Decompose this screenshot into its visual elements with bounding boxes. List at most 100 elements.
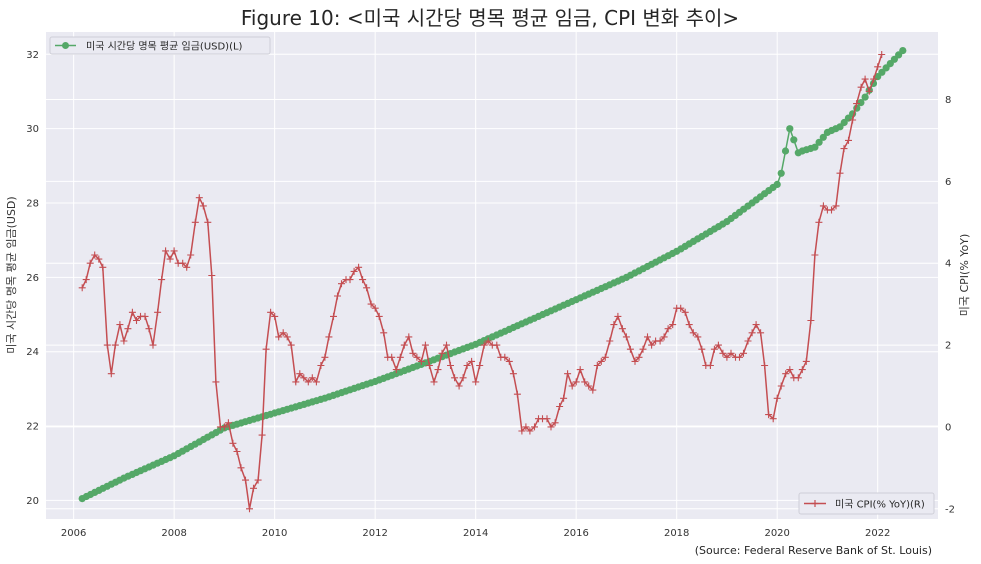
cpi-point (350, 267, 358, 275)
cpi-point (330, 312, 337, 320)
cpi-point (714, 341, 722, 349)
cpi-point (622, 333, 630, 341)
cpi-point (736, 353, 743, 361)
cpi-point (124, 325, 132, 333)
cpi-point (86, 259, 94, 267)
wage-point (811, 143, 819, 151)
left-tick-label: 20 (26, 496, 39, 507)
left-axis-ticks: 20 22 24 26 28 30 32 (26, 50, 39, 507)
cpi-point (166, 255, 174, 263)
wage-point (899, 47, 907, 55)
cpi-point (191, 218, 199, 226)
cpi-point (828, 206, 835, 214)
cpi-point (572, 378, 580, 386)
cpi-point (786, 366, 794, 374)
x-tick-label: 2016 (563, 528, 588, 539)
x-tick-label: 2012 (362, 528, 387, 539)
cpi-point (865, 87, 873, 95)
cpi-point (484, 337, 492, 345)
cpi-point (258, 431, 266, 439)
cpi-point (509, 370, 517, 378)
cpi-point (698, 345, 706, 353)
cpi-point (614, 312, 622, 320)
cpi-point (78, 284, 86, 292)
cpi-point (597, 357, 605, 365)
left-tick-label: 22 (26, 422, 39, 433)
cpi-point (267, 308, 275, 316)
cpi-point (308, 374, 316, 382)
cpi-point (128, 308, 136, 316)
cpi-point (660, 333, 668, 341)
cpi-point (480, 341, 488, 349)
cpi-point (321, 353, 329, 361)
wage-point (790, 136, 798, 144)
left-tick-label: 28 (26, 199, 39, 210)
legend-wage-swatch-marker (62, 42, 69, 49)
cpi-point (367, 300, 375, 308)
cpi-point (694, 333, 702, 341)
cpi-point (518, 427, 526, 435)
cpi-point (639, 345, 647, 353)
cpi-point (836, 169, 844, 177)
cpi-point (375, 312, 383, 320)
cpi-point (585, 382, 593, 390)
cpi-point (103, 341, 111, 349)
cpi-point (451, 374, 459, 382)
cpi-point (807, 317, 815, 324)
cpi-point (857, 83, 865, 91)
cpi-point (551, 419, 559, 427)
cpi-point (346, 276, 354, 284)
cpi-point (95, 255, 103, 263)
cpi-point (505, 357, 513, 365)
cpi-point (644, 333, 651, 341)
cpi-point (275, 333, 283, 341)
chart-source: (Source: Federal Reserve Bank of St. Lou… (695, 544, 932, 557)
cpi-point (296, 370, 304, 378)
cpi-point (581, 378, 589, 386)
cpi-point (840, 145, 848, 153)
cpi-point (430, 378, 438, 386)
right-axis-label: 미국 CPI(% YoY) (958, 234, 971, 317)
cpi-point (547, 423, 555, 431)
right-tick-label: 4 (945, 259, 951, 270)
cpi-point (447, 362, 454, 369)
cpi-point (669, 321, 677, 329)
cpi-point (317, 362, 325, 369)
cpi-point (606, 337, 614, 345)
left-axis-label: 미국 시간당 명목 평균 임금(USD) (5, 196, 18, 353)
cpi-point (752, 321, 760, 329)
cpi-point (874, 63, 882, 71)
right-tick-label: 2 (945, 341, 951, 352)
cpi-point (111, 341, 119, 349)
legend-cpi-label: 미국 CPI(% YoY)(R) (835, 499, 925, 511)
cpi-point (133, 317, 140, 324)
cpi-point (355, 263, 363, 271)
grid-lines (46, 32, 938, 519)
cpi-point (434, 366, 442, 374)
cpi-point (543, 415, 551, 423)
cpi-point (229, 439, 237, 447)
cpi-point (677, 304, 685, 312)
cpi-point (99, 263, 107, 271)
cpi-point (250, 484, 257, 492)
cpi-point (325, 333, 333, 341)
cpi-point (878, 51, 886, 58)
cpi-point (371, 304, 379, 312)
x-axis-ticks: 2006 2008 2010 2012 2014 2016 2018 2020 2022 (61, 528, 891, 539)
cpi-point (656, 337, 664, 345)
plot-area (46, 32, 938, 519)
wage-point (773, 180, 781, 188)
cpi-point (777, 382, 785, 390)
cpi-point (82, 276, 90, 284)
cpi-point (635, 353, 643, 361)
cpi-point (455, 382, 463, 390)
cpi-point (472, 378, 480, 386)
cpi-point (513, 390, 521, 398)
cpi-point (468, 357, 476, 365)
right-axis-ticks: -2 0 2 4 6 8 (945, 95, 955, 515)
x-tick-label: 2014 (463, 528, 488, 539)
cpi-point (246, 505, 253, 513)
cpi-point (204, 218, 212, 226)
cpi-point (531, 423, 538, 431)
cpi-point (798, 366, 806, 374)
